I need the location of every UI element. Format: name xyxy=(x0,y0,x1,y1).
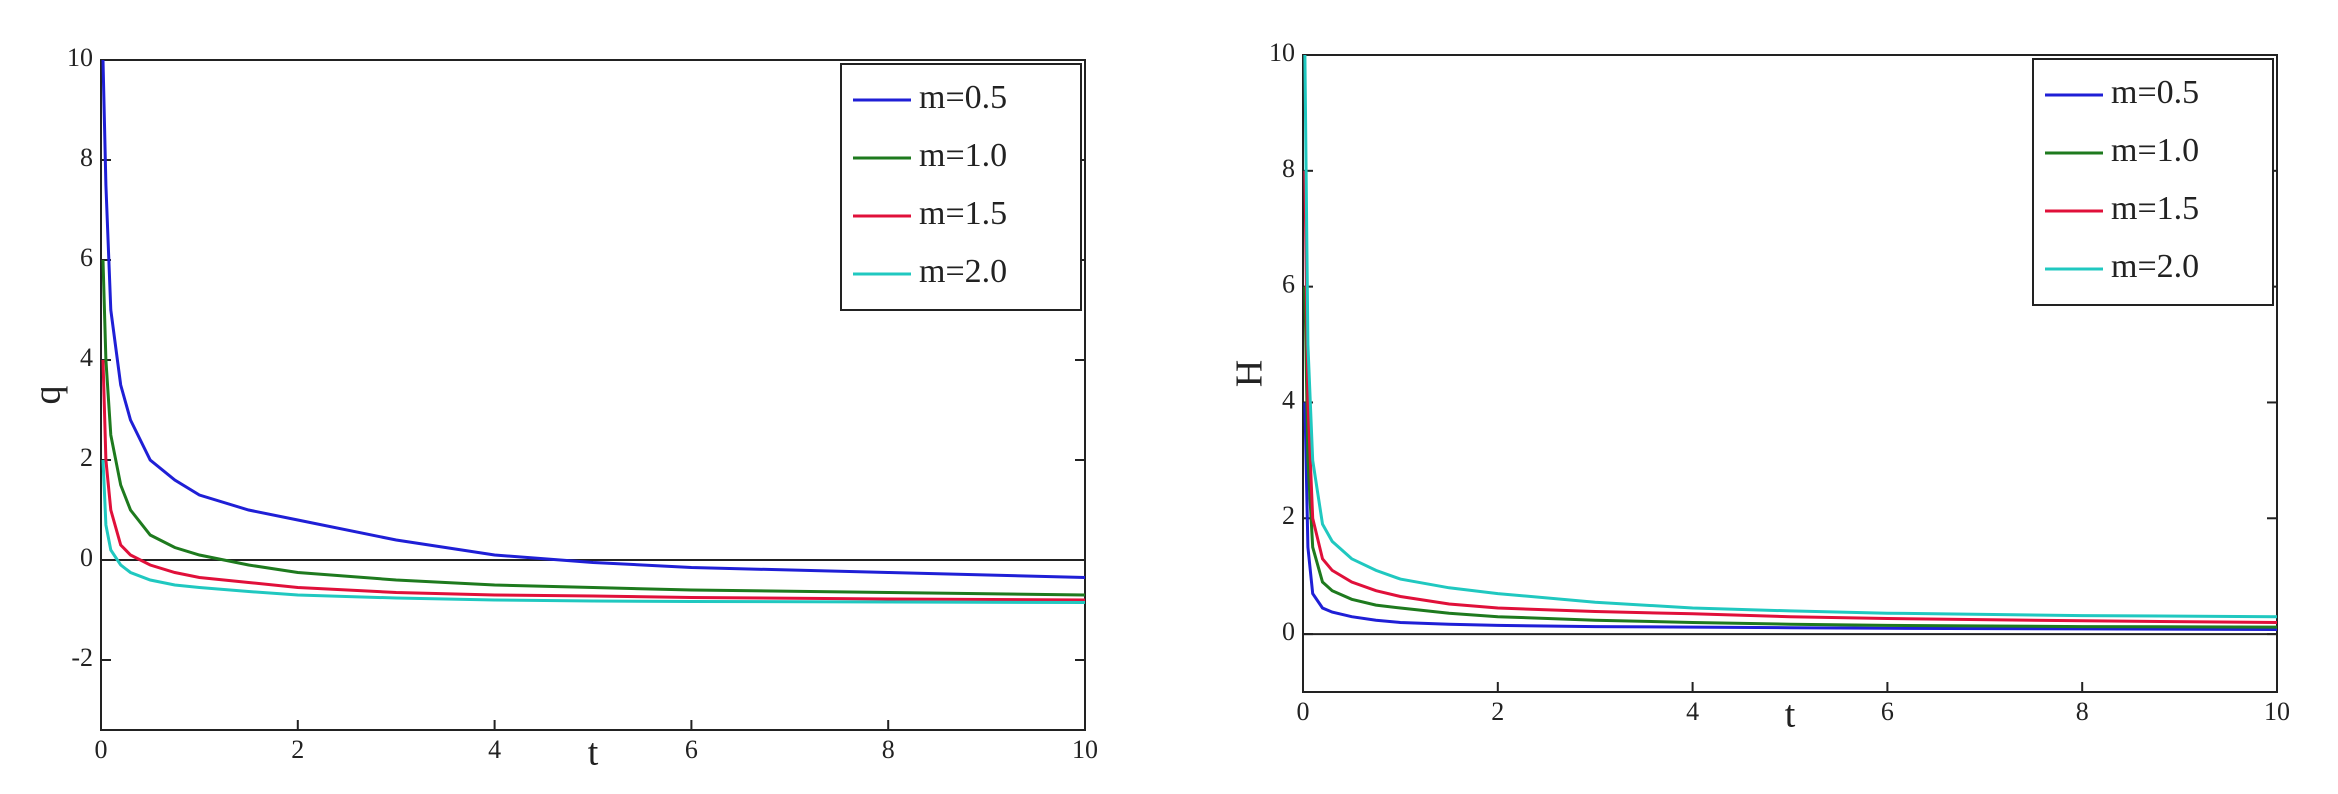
legend-label: m=0.5 xyxy=(919,79,1007,116)
series-line xyxy=(1303,286,2278,629)
y-axis-label: H xyxy=(1229,360,1271,387)
series-line xyxy=(101,459,1086,604)
x-tick-label: 0 xyxy=(95,735,108,764)
x-axis-label: t xyxy=(1785,694,1796,736)
y-tick-label: 10 xyxy=(67,43,93,72)
y-tick-label: 2 xyxy=(1282,501,1295,530)
legend-label: m=1.0 xyxy=(919,137,1007,174)
legend-label: m=2.0 xyxy=(2111,248,2199,285)
y-tick-label: 0 xyxy=(1282,617,1295,646)
y-tick-label: 4 xyxy=(80,343,93,372)
series-line xyxy=(1303,402,2278,631)
x-tick-label: 6 xyxy=(1881,697,1894,726)
y-tick-label: 10 xyxy=(1269,38,1295,67)
y-tick-label: 8 xyxy=(80,143,93,172)
legend-box xyxy=(2032,58,2274,306)
legend-label: m=1.5 xyxy=(2111,190,2199,227)
x-tick-label: 8 xyxy=(882,735,895,764)
series-line xyxy=(101,59,1086,579)
x-tick-label: 10 xyxy=(2264,697,2290,726)
x-axis-label: t xyxy=(588,732,599,774)
chart: 0 2 4 6 8 10 -2 0 2 4 6 8 10 t q m=0.5 m=1.0 m=1.5 m=2.0 xyxy=(27,43,1098,774)
series-line xyxy=(1303,54,2278,619)
x-tick-label: 0 xyxy=(1297,697,1310,726)
y-tick-label: 6 xyxy=(1282,270,1295,299)
series-line xyxy=(101,359,1086,602)
series-line xyxy=(101,259,1086,597)
y-tick-label: 4 xyxy=(1282,385,1295,414)
chart: 0 2 4 6 8 10 0 2 4 6 8 10 t Hm=0.5 m=1.0 m=1.5 m=2.0 xyxy=(1229,38,2290,736)
x-tick-label: 4 xyxy=(488,735,501,764)
y-tick-label: 2 xyxy=(80,443,93,472)
x-tick-label: 10 xyxy=(1072,735,1098,764)
legend-label: m=0.5 xyxy=(2111,74,2199,111)
x-tick-label: 6 xyxy=(685,735,698,764)
x-tick-label: 2 xyxy=(291,735,304,764)
y-tick-label: 6 xyxy=(80,243,93,272)
y-axis-label: q xyxy=(27,386,69,405)
legend-box xyxy=(840,63,1082,311)
legend-label: m=1.0 xyxy=(2111,132,2199,169)
legend: m=0.5 m=1.0 m=1.5 m=2.0 xyxy=(840,63,1082,311)
y-tick-label: -2 xyxy=(71,643,93,672)
x-tick-label: 4 xyxy=(1686,697,1699,726)
series-line xyxy=(1303,170,2278,624)
x-tick-label: 2 xyxy=(1491,697,1504,726)
y-tick-label: 8 xyxy=(1282,154,1295,183)
legend-label: m=2.0 xyxy=(919,253,1007,290)
x-tick-label: 8 xyxy=(2076,697,2089,726)
legend-label: m=1.5 xyxy=(919,195,1007,232)
y-tick-label: 0 xyxy=(80,543,93,572)
legend: m=0.5 m=1.0 m=1.5 m=2.0 xyxy=(2032,58,2274,306)
